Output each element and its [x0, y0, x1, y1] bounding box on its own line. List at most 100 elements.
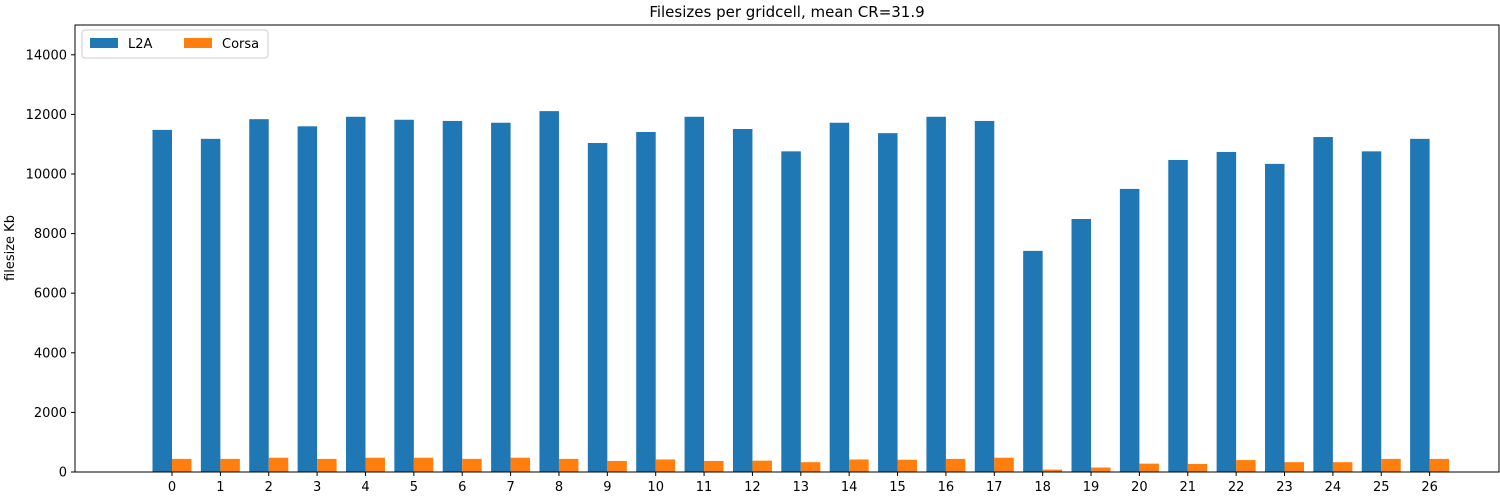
x-tick-label: 11	[696, 480, 713, 495]
bar-l2a-15	[878, 133, 898, 473]
y-tick-label: 12000	[26, 108, 67, 123]
x-tick-label: 17	[986, 480, 1003, 495]
x-tick-label: 4	[361, 480, 369, 495]
x-tick-label: 9	[603, 480, 611, 495]
x-tick-label: 13	[793, 480, 810, 495]
bar-corsa-11	[704, 460, 724, 472]
x-tick-label: 14	[841, 480, 858, 495]
legend: L2A Corsa	[81, 29, 269, 59]
bar-l2a-9	[587, 143, 608, 472]
bar-l2a-1	[200, 138, 221, 472]
bar-corsa-15	[897, 459, 918, 472]
bar-corsa-16	[945, 458, 966, 472]
y-axis-label: filesize Kb	[3, 215, 18, 281]
legend-swatch-l2a	[90, 38, 118, 48]
bar-corsa-1	[220, 458, 240, 472]
x-tick-label: 12	[744, 480, 761, 495]
legend-swatch-corsa	[184, 38, 212, 48]
bar-corsa-6	[462, 458, 482, 472]
bar-l2a-26	[1410, 138, 1430, 472]
x-tick-label: 26	[1421, 480, 1438, 495]
x-tick-label: 6	[458, 480, 466, 495]
bar-l2a-18	[1023, 250, 1043, 472]
bar-l2a-5	[394, 119, 414, 472]
bar-l2a-13	[781, 151, 801, 472]
y-tick-label: 0	[59, 466, 67, 481]
y-tick-label: 2000	[34, 406, 67, 421]
plot-frame	[74, 24, 1500, 473]
x-tick-label: 1	[216, 480, 224, 495]
legend-label-l2a: L2A	[128, 37, 153, 52]
y-axis: 0 2000 4000 6000 8000 10000 12000 14000	[26, 48, 75, 481]
bar-l2a-25	[1361, 151, 1382, 472]
bar-corsa-10	[655, 459, 676, 472]
y-tick-label: 10000	[26, 168, 67, 183]
bar-l2a-22	[1216, 151, 1237, 472]
bar-l2a-16	[926, 116, 946, 472]
bar-l2a-8	[539, 111, 559, 473]
x-tick-label: 18	[1034, 480, 1051, 495]
bar-corsa-9	[607, 460, 627, 472]
bar-corsa-12	[752, 460, 772, 472]
y-tick-label: 14000	[26, 48, 67, 63]
bar-corsa-21	[1187, 463, 1208, 472]
bar-l2a-6	[442, 120, 463, 473]
bar-corsa-22	[1236, 460, 1256, 472]
bar-l2a-24	[1313, 137, 1333, 473]
bar-corsa-24	[1332, 462, 1353, 472]
bar-corsa-25	[1381, 458, 1401, 472]
bar-l2a-7	[491, 122, 511, 473]
bar-l2a-4	[345, 116, 366, 472]
x-tick-label: 23	[1276, 480, 1293, 495]
bar-corsa-23	[1284, 462, 1305, 472]
bar-l2a-19	[1071, 219, 1092, 472]
bar-corsa-0	[172, 458, 192, 472]
bar-corsa-17	[994, 457, 1014, 472]
legend-label-corsa: Corsa	[222, 37, 259, 52]
bar-corsa-8	[558, 458, 579, 472]
bar-l2a-0	[152, 129, 172, 472]
x-tick-label: 15	[889, 480, 906, 495]
x-tick-label: 21	[1179, 480, 1196, 495]
bar-corsa-14	[849, 459, 869, 472]
y-tick-label: 8000	[34, 227, 67, 242]
x-tick-label: 25	[1373, 480, 1390, 495]
bar-l2a-11	[684, 116, 705, 472]
bar-corsa-13	[800, 462, 821, 472]
bar-l2a-14	[829, 122, 850, 473]
bar-corsa-19	[1091, 467, 1111, 472]
x-tick-label: 19	[1083, 480, 1100, 495]
x-tick-label: 22	[1228, 480, 1245, 495]
x-tick-label: 24	[1325, 480, 1342, 495]
x-tick-label: 0	[168, 480, 176, 495]
x-tick-label: 8	[555, 480, 563, 495]
bar-corsa-5	[413, 457, 434, 472]
bars-group	[152, 111, 1450, 473]
y-tick-label: 4000	[34, 346, 67, 361]
bar-l2a-23	[1265, 163, 1285, 472]
bar-corsa-7	[510, 457, 531, 472]
chart-title: Filesizes per gridcell, mean CR=31.9	[649, 3, 924, 21]
x-tick-label: 5	[410, 480, 418, 495]
x-tick-label: 2	[265, 480, 273, 495]
bar-corsa-20	[1139, 463, 1159, 472]
bar-corsa-26	[1429, 458, 1450, 472]
bar-l2a-3	[297, 126, 318, 472]
x-axis: 0 1 2 3 4 5 6 7 8 9 10 11 12 13 14 15 16 17 18 19 20 21 22 23 24…	[168, 472, 1438, 495]
bar-l2a-2	[249, 119, 269, 473]
bar-corsa-3	[317, 458, 337, 472]
bar-corsa-2	[268, 457, 289, 472]
x-tick-label: 20	[1131, 480, 1148, 495]
y-tick-label: 6000	[34, 287, 67, 302]
x-tick-label: 16	[938, 480, 955, 495]
bar-l2a-21	[1168, 159, 1188, 473]
bar-l2a-12	[732, 129, 753, 472]
bar-l2a-10	[636, 131, 656, 473]
legend-box	[81, 29, 269, 59]
bar-l2a-20	[1119, 188, 1140, 472]
x-tick-label: 10	[647, 480, 664, 495]
bar-l2a-17	[974, 120, 995, 473]
bar-corsa-18	[1042, 469, 1063, 472]
bar-corsa-4	[365, 457, 385, 472]
